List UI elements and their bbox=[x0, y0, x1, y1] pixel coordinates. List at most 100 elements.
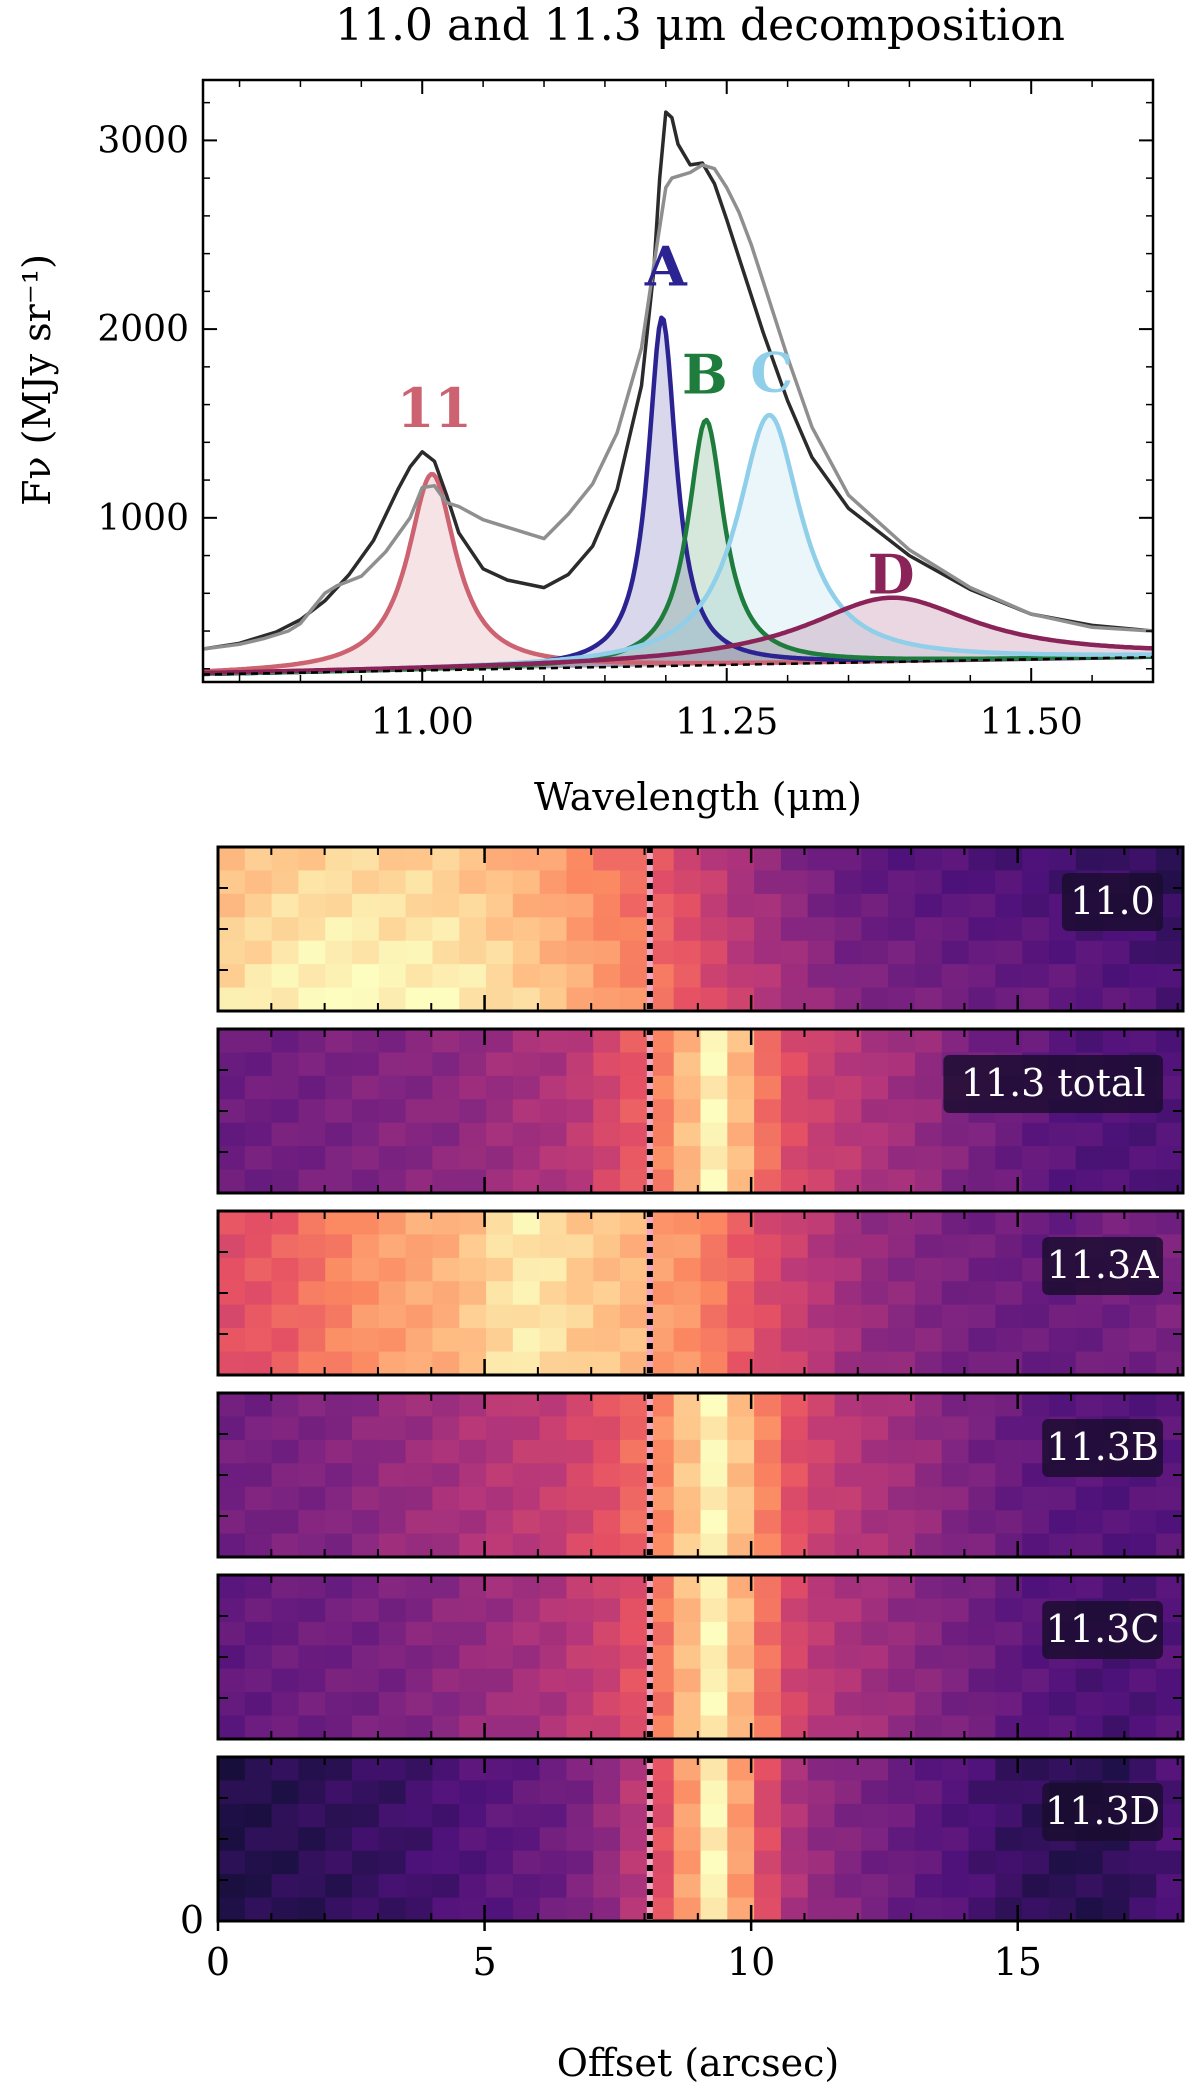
heatmap-cell bbox=[352, 1463, 380, 1488]
heatmap-cell bbox=[754, 1803, 782, 1828]
heatmap-cell bbox=[566, 1052, 594, 1077]
heatmap-cell bbox=[566, 1169, 594, 1194]
heatmap-cell bbox=[459, 1598, 487, 1623]
heatmap-cell bbox=[539, 1393, 568, 1418]
heatmap-cell bbox=[807, 1850, 836, 1875]
heatmap-cell bbox=[700, 964, 728, 989]
heatmap-cell bbox=[218, 1328, 246, 1353]
heatmap-cell bbox=[459, 1575, 487, 1600]
heatmap-cell bbox=[1075, 1146, 1104, 1171]
heatmap-cell bbox=[968, 1598, 996, 1623]
heatmap-cell bbox=[1048, 1351, 1077, 1376]
heatmap-cell bbox=[673, 1169, 702, 1194]
heatmap-cell bbox=[486, 1099, 514, 1124]
heatmap-cell bbox=[378, 1645, 407, 1670]
heatmap-cell bbox=[620, 1757, 648, 1782]
heatmap-cell bbox=[834, 1439, 862, 1464]
heatmap-cell bbox=[486, 1416, 514, 1441]
heatmap-cell bbox=[861, 1146, 889, 1171]
heatmap-cell bbox=[432, 1575, 460, 1600]
heatmap-cell bbox=[566, 940, 594, 965]
heatmap-cell bbox=[807, 1439, 836, 1464]
heatmap-cell bbox=[700, 987, 728, 1012]
heatmap-cell bbox=[325, 1692, 353, 1717]
heatmap-cell bbox=[673, 1122, 702, 1147]
heatmap-cell bbox=[754, 1328, 782, 1353]
heatmap-cell bbox=[459, 1393, 487, 1418]
spectrum-lines bbox=[203, 110, 1153, 677]
heatmap-cell bbox=[486, 1146, 514, 1171]
heatmap-cell bbox=[271, 1439, 300, 1464]
panel-label: 11.3B bbox=[1046, 1425, 1159, 1469]
heatmap-cell bbox=[325, 1029, 353, 1054]
heatmap-cell bbox=[218, 1874, 246, 1899]
heatmap-cell bbox=[512, 1874, 541, 1899]
heatmap-cell bbox=[512, 1234, 541, 1259]
heatmap-cell bbox=[968, 1351, 996, 1376]
heatmap-cell bbox=[620, 940, 648, 965]
heatmap-cell bbox=[512, 1827, 541, 1852]
heatmap-cell bbox=[727, 1645, 755, 1670]
heatmap-cell bbox=[566, 1645, 594, 1670]
heatmap-cell bbox=[298, 1075, 326, 1100]
heatmap-cell bbox=[1075, 987, 1104, 1012]
heatmap-cell bbox=[459, 1281, 487, 1306]
heatmap-cell bbox=[352, 1803, 380, 1828]
heatmap-cell bbox=[325, 1715, 353, 1740]
heatmap-cell bbox=[271, 1598, 300, 1623]
y-tick-label: 1000 bbox=[97, 498, 189, 539]
heatmap-cell bbox=[914, 940, 943, 965]
heatmap-cell bbox=[1075, 1874, 1104, 1899]
heatmap-cell bbox=[995, 1122, 1023, 1147]
heatmap-cell bbox=[244, 1757, 273, 1782]
heatmap-cell bbox=[1156, 1757, 1184, 1782]
heatmap-cell bbox=[298, 893, 326, 918]
heatmap-cell bbox=[861, 1533, 889, 1558]
heatmap-cell bbox=[807, 1897, 836, 1922]
component-label-D: D bbox=[868, 542, 915, 606]
heatmap-cell bbox=[1102, 1122, 1130, 1147]
x-tick-label: 15 bbox=[994, 1940, 1042, 1984]
heatmap-cell bbox=[325, 1668, 353, 1693]
heatmap-cell bbox=[271, 917, 300, 942]
heatmap-cell bbox=[888, 1510, 916, 1535]
heatmap-cell bbox=[244, 1715, 273, 1740]
heatmap-cell bbox=[486, 1029, 514, 1054]
heatmap-cell bbox=[968, 1510, 996, 1535]
heatmap-cell bbox=[566, 1803, 594, 1828]
heatmap-cell bbox=[218, 1439, 246, 1464]
heatmap-cell bbox=[1102, 1351, 1130, 1376]
heatmap-cell bbox=[459, 1439, 487, 1464]
heatmap-cell bbox=[539, 1304, 568, 1329]
heatmap-cell bbox=[727, 964, 755, 989]
heatmap-cell bbox=[486, 1757, 514, 1782]
heatmap-cell bbox=[244, 1575, 273, 1600]
heatmap-cell bbox=[352, 1692, 380, 1717]
heatmap-cell bbox=[754, 1486, 782, 1511]
heatmap-cell bbox=[620, 964, 648, 989]
heatmap-cell bbox=[459, 1052, 487, 1077]
heatmap-cell bbox=[700, 1486, 728, 1511]
heatmap-cell bbox=[539, 964, 568, 989]
heatmap-cell bbox=[512, 1351, 541, 1376]
heatmap-cell bbox=[486, 1850, 514, 1875]
heatmap-cell bbox=[593, 1715, 621, 1740]
heatmap-cell bbox=[593, 1393, 621, 1418]
heatmap-cell bbox=[754, 1075, 782, 1100]
heatmap-cell bbox=[673, 1780, 702, 1805]
heatmap-cell bbox=[566, 987, 594, 1012]
heatmap-cell bbox=[1102, 1211, 1130, 1236]
heatmap-cell bbox=[914, 1122, 943, 1147]
heatmap-cell bbox=[512, 1897, 541, 1922]
heatmap-cell bbox=[727, 1598, 755, 1623]
heatmap-cell bbox=[941, 940, 970, 965]
heatmap-cell bbox=[754, 917, 782, 942]
heatmap-cell bbox=[1156, 1211, 1184, 1236]
heatmap-cell bbox=[218, 1757, 246, 1782]
heatmap-cell bbox=[432, 1029, 460, 1054]
heatmap-cell bbox=[378, 1029, 407, 1054]
heatmap-cell bbox=[1048, 1874, 1077, 1899]
heatmap-cell bbox=[352, 917, 380, 942]
heatmap-cell bbox=[271, 1169, 300, 1194]
